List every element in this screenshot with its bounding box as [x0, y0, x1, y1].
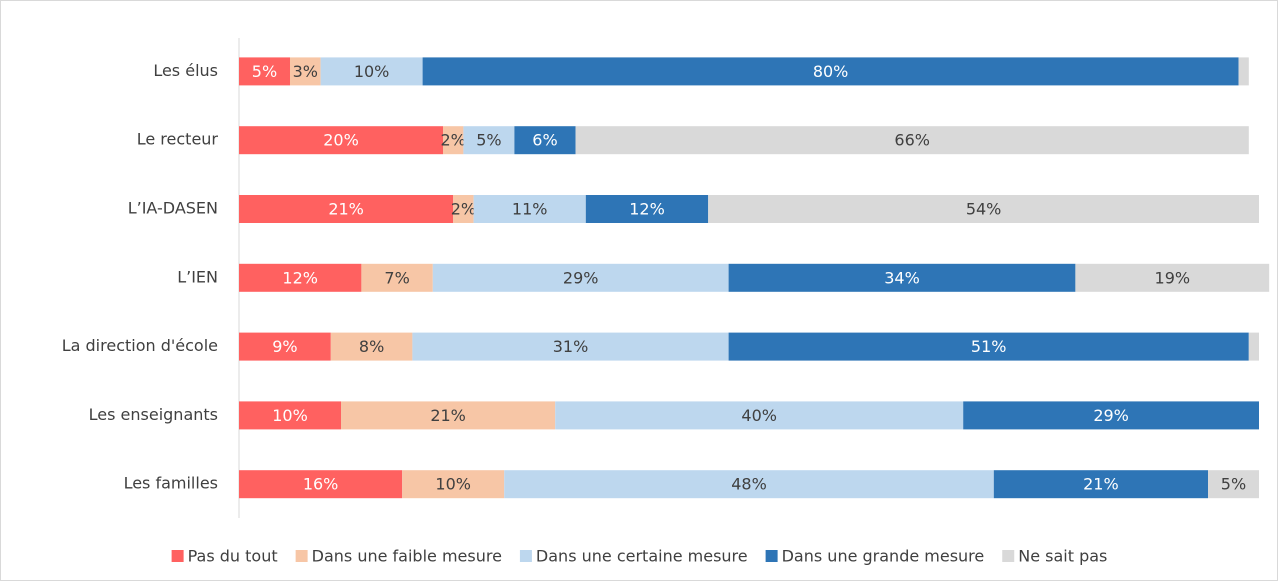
bar-segment [585, 195, 709, 223]
category-label: Les familles [124, 474, 218, 493]
bar-segment [1238, 57, 1249, 86]
category-label: La direction d'école [62, 336, 218, 355]
value-label: 16% [303, 475, 339, 494]
value-label: 29% [1093, 406, 1129, 425]
legend-label: Dans une certaine mesure [536, 547, 748, 566]
bar-segment [575, 126, 1249, 155]
bar-segment [239, 332, 331, 361]
legend-swatch [765, 550, 778, 562]
value-label: 29% [563, 268, 599, 287]
value-label: 20% [323, 131, 359, 150]
bar-segment [432, 263, 729, 292]
bar-segment [239, 57, 290, 86]
bar-segment [290, 57, 321, 86]
value-label: 10% [272, 406, 308, 425]
value-label: 31% [553, 337, 589, 356]
bar-segment [341, 401, 556, 430]
category-label: L’IEN [177, 267, 218, 286]
value-label: 2% [451, 200, 476, 219]
bar-segment [728, 332, 1249, 361]
category-label: Les élus [153, 61, 218, 80]
bar-segment [473, 195, 586, 223]
value-label: 2% [441, 131, 466, 150]
value-label: 11% [512, 200, 548, 219]
category-label: Les enseignants [89, 405, 218, 424]
value-label: 5% [476, 131, 501, 150]
legend-label: Dans une grande mesure [782, 547, 985, 566]
bar-segment [453, 195, 474, 223]
bar-segment [320, 57, 423, 86]
bar-segment [963, 401, 1259, 430]
value-label: 34% [884, 268, 920, 287]
bar-segment [239, 470, 403, 499]
legend-swatch [519, 550, 532, 562]
value-label: 5% [252, 62, 277, 81]
value-label: 21% [430, 406, 466, 425]
bar-segment [463, 126, 515, 155]
bar-segment [504, 470, 994, 499]
value-label: 10% [354, 62, 390, 81]
legend-swatch [171, 550, 184, 562]
legend-label: Pas du tout [188, 547, 278, 566]
value-label: 5% [1221, 475, 1246, 494]
value-label: 10% [435, 475, 471, 494]
bar-segment [239, 195, 454, 223]
legend-label: Ne sait pas [1018, 547, 1107, 566]
bar-segment [412, 332, 729, 361]
value-label: 12% [282, 268, 318, 287]
bar-segment [330, 332, 413, 361]
bar-segment [239, 401, 341, 430]
bar-segment [708, 195, 1259, 223]
bar-segment [443, 126, 464, 155]
bar-segment [1248, 332, 1259, 361]
legend-label: Dans une faible mesure [312, 547, 502, 566]
value-label: 9% [272, 337, 297, 356]
legend-swatch [295, 550, 308, 562]
bar-segment [422, 57, 1239, 86]
category-label: Le recteur [137, 130, 219, 149]
value-label: 51% [971, 337, 1007, 356]
value-label: 21% [328, 200, 364, 219]
bar-segment [993, 470, 1208, 499]
bar-segment [239, 126, 443, 155]
legend-swatch [1002, 550, 1015, 562]
bar-segment [402, 470, 505, 499]
value-label: 40% [741, 406, 777, 425]
value-label: 80% [813, 62, 849, 81]
value-label: 12% [629, 200, 665, 219]
value-label: 48% [731, 475, 767, 494]
value-label: 54% [966, 200, 1002, 219]
value-label: 8% [359, 337, 384, 356]
bar-segment [555, 401, 964, 430]
bar-segment [1208, 470, 1259, 499]
value-label: 6% [532, 131, 557, 150]
value-label: 7% [384, 268, 409, 287]
value-label: 19% [1155, 268, 1191, 287]
bar-segment [239, 263, 362, 292]
value-label: 21% [1083, 475, 1119, 494]
value-label: 3% [293, 62, 318, 81]
bar-segment [728, 263, 1076, 292]
bar-segment [514, 126, 576, 155]
category-label: L’IA-DASEN [128, 199, 218, 218]
value-label: 66% [894, 131, 930, 150]
bar-segment [1075, 263, 1270, 292]
bar-segment [361, 263, 433, 292]
